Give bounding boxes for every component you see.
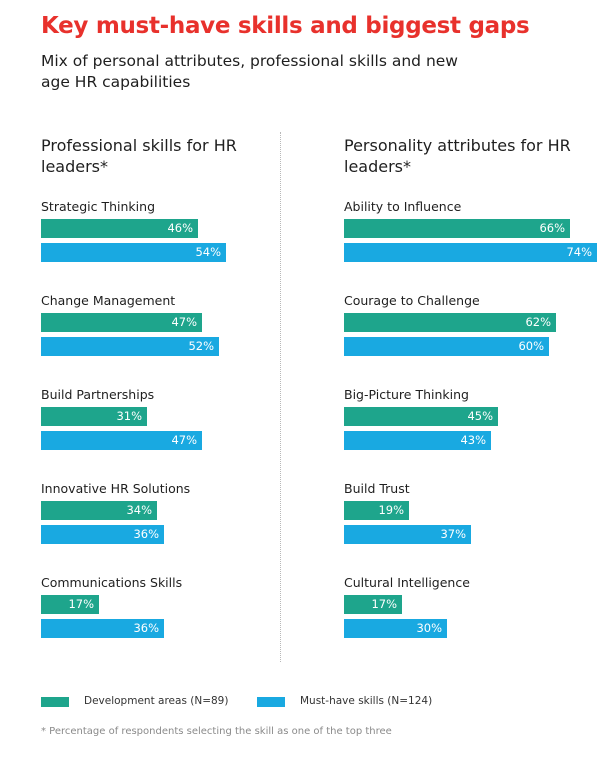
bar-value-label: 74% [566, 245, 592, 259]
footnote: * Percentage of respondents selecting th… [41, 726, 392, 737]
bar-must-have: 43% [344, 431, 491, 450]
bar-value-label: 30% [416, 621, 442, 635]
category-label: Strategic Thinking [41, 199, 156, 214]
bar-must-have: 36% [41, 619, 164, 638]
bar-must-have: 74% [344, 243, 597, 262]
bar-development: 66% [344, 219, 570, 238]
bar-value-label: 19% [378, 503, 404, 517]
bar-value-label: 31% [116, 409, 142, 423]
bar-must-have: 37% [344, 525, 471, 544]
professional-skills-title: Professional skills for HR leaders* [41, 136, 237, 176]
bar-value-label: 43% [460, 433, 486, 447]
category-label: Communications Skills [41, 575, 183, 590]
chart-title: Key must-have skills and biggest gaps [41, 13, 530, 39]
bar-development: 47% [41, 313, 202, 332]
bar-must-have: 30% [344, 619, 447, 638]
legend-label-must-have: Must-have skills (N=124) [300, 695, 433, 707]
category-label: Build Trust [344, 481, 410, 496]
bar-must-have: 47% [41, 431, 202, 450]
bar-must-have: 60% [344, 337, 549, 356]
category-label: Innovative HR Solutions [41, 481, 191, 496]
bar-development: 45% [344, 407, 498, 426]
category-label: Build Partnerships [41, 387, 155, 402]
column-divider [280, 132, 281, 662]
bar-development: 19% [344, 501, 409, 520]
bar-development: 17% [344, 595, 402, 614]
bar-value-label: 36% [133, 621, 159, 635]
category-label: Cultural Intelligence [344, 575, 470, 590]
bar-value-label: 17% [68, 597, 94, 611]
bar-value-label: 36% [133, 527, 159, 541]
bar-development: 34% [41, 501, 157, 520]
bar-development: 62% [344, 313, 556, 332]
bar-development: 46% [41, 219, 198, 238]
category-label: Courage to Challenge [344, 293, 480, 308]
bar-value-label: 45% [467, 409, 493, 423]
bar-must-have: 36% [41, 525, 164, 544]
chart-subtitle: Mix of personal attributes, professional… [41, 52, 458, 91]
bar-development: 31% [41, 407, 147, 426]
bar-value-label: 17% [371, 597, 397, 611]
bar-value-label: 47% [171, 433, 197, 447]
bar-value-label: 47% [171, 315, 197, 329]
bar-value-label: 46% [167, 221, 193, 235]
personality-attributes-title: Personality attributes for HR leaders* [344, 136, 571, 176]
category-label: Change Management [41, 293, 176, 308]
legend-swatch-must-have [257, 697, 285, 707]
legend-swatch-development [41, 697, 69, 707]
bar-must-have: 52% [41, 337, 219, 356]
bar-development: 17% [41, 595, 99, 614]
bar-value-label: 62% [525, 315, 551, 329]
legend-label-development: Development areas (N=89) [84, 695, 229, 707]
bar-value-label: 66% [539, 221, 565, 235]
bar-value-label: 37% [440, 527, 466, 541]
bar-value-label: 60% [518, 339, 544, 353]
bar-value-label: 54% [195, 245, 221, 259]
bar-value-label: 52% [188, 339, 214, 353]
bar-value-label: 34% [126, 503, 152, 517]
category-label: Ability to Influence [344, 199, 462, 214]
bar-must-have: 54% [41, 243, 226, 262]
category-label: Big-Picture Thinking [344, 387, 469, 402]
